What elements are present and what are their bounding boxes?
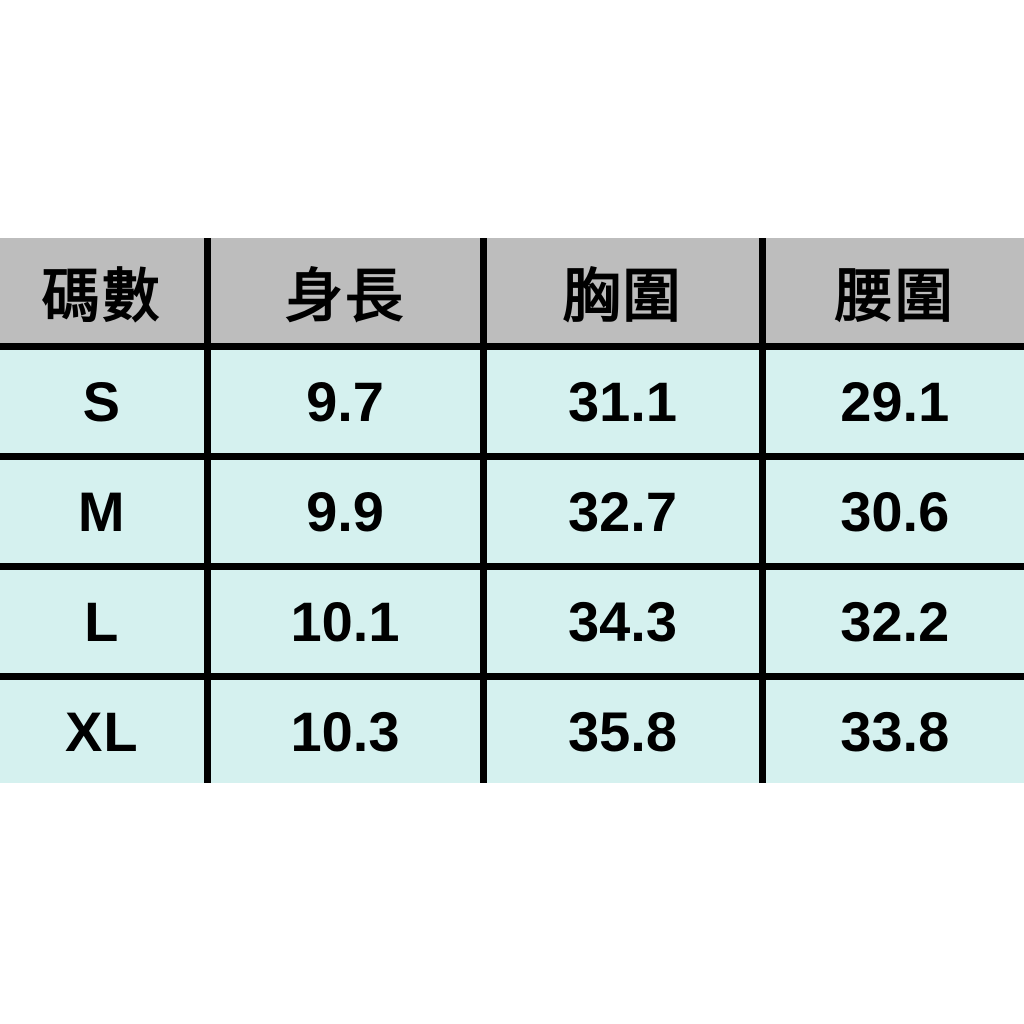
waist-cell: 33.8	[758, 673, 1024, 783]
column-header-waist: 腰圍	[758, 238, 1024, 350]
size-cell: S	[0, 343, 211, 460]
column-header-size: 碼數	[0, 238, 211, 350]
table-row-m: M 9.9 32.7 30.6	[0, 453, 1024, 570]
body-length-cell: 9.7	[203, 343, 487, 460]
body-length-cell: 10.1	[203, 563, 487, 680]
chest-cell: 34.3	[479, 563, 766, 680]
chest-cell: 35.8	[479, 673, 766, 783]
size-cell: M	[0, 453, 211, 570]
size-chart-table: 碼數 身長 胸圍 腰圍 S 9.7 31.1 29.1 M 9.9 32.7 3…	[0, 238, 1024, 783]
chest-cell: 31.1	[479, 343, 766, 460]
body-length-cell: 9.9	[203, 453, 487, 570]
column-header-chest: 胸圍	[479, 238, 766, 350]
column-header-body-length: 身長	[203, 238, 487, 350]
header-row: 碼數 身長 胸圍 腰圍	[0, 238, 1024, 350]
body-length-cell: 10.3	[203, 673, 487, 783]
waist-cell: 29.1	[758, 343, 1024, 460]
table-row-xl: XL 10.3 35.8 33.8	[0, 673, 1024, 783]
size-cell: XL	[0, 673, 211, 783]
waist-cell: 32.2	[758, 563, 1024, 680]
table-row-s: S 9.7 31.1 29.1	[0, 343, 1024, 460]
chest-cell: 32.7	[479, 453, 766, 570]
size-cell: L	[0, 563, 211, 680]
waist-cell: 30.6	[758, 453, 1024, 570]
table-row-l: L 10.1 34.3 32.2	[0, 563, 1024, 680]
